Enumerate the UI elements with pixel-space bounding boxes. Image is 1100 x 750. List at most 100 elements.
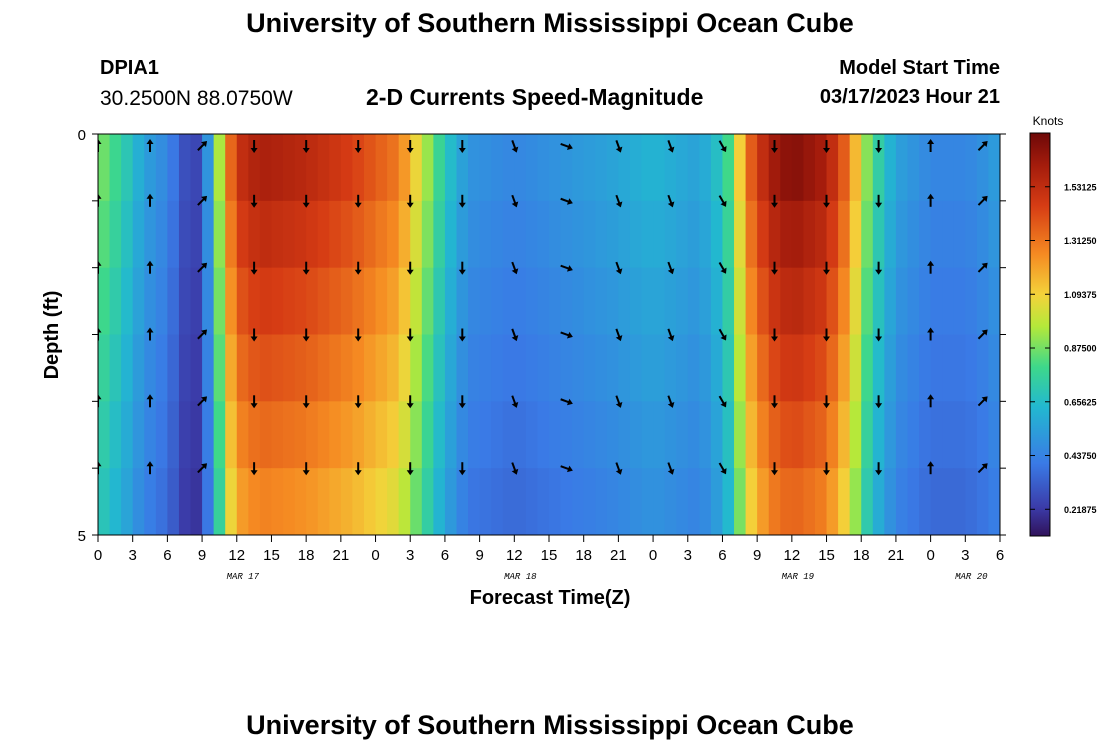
heatmap-cell [190, 334, 203, 402]
heatmap-cell [838, 200, 851, 269]
heatmap-cell [479, 468, 492, 535]
x-tick-label: 12 [506, 547, 523, 564]
current-arrow [197, 396, 208, 407]
heatmap-cell [491, 200, 504, 269]
heatmap-cell [653, 468, 666, 535]
heatmap-cell [421, 134, 434, 202]
heatmap-cell [757, 134, 770, 202]
heatmap-cell [618, 267, 631, 336]
heatmap-cell [826, 200, 839, 269]
heatmap-cell [907, 200, 920, 269]
x-tick-label: 3 [961, 547, 969, 564]
heatmap-cell [549, 134, 562, 202]
current-arrow [615, 140, 623, 153]
heatmap-cell [121, 401, 134, 469]
heatmap-cell [664, 468, 677, 535]
heatmap-cell [363, 267, 377, 336]
heatmap-cell [942, 468, 955, 535]
heatmap-cell [421, 401, 434, 469]
heatmap-cell [514, 200, 527, 269]
current-arrow [560, 264, 573, 272]
current-arrow [250, 395, 258, 409]
x-tick-label: 6 [163, 547, 171, 564]
heatmap-cell [398, 200, 411, 269]
heatmap-cell [976, 401, 990, 469]
current-arrow [823, 194, 830, 208]
heatmap-cell [791, 267, 805, 336]
current-arrow [823, 140, 830, 153]
heatmap-cell [745, 468, 758, 535]
heatmap-cell [410, 468, 423, 535]
heatmap-cell [283, 134, 296, 202]
heatmap-cell [780, 200, 793, 269]
heatmap-cell [895, 134, 909, 202]
heatmap-cell [814, 468, 828, 535]
heatmap-cell [757, 401, 770, 469]
heatmap-cell [398, 334, 411, 402]
heatmap-cell [248, 334, 261, 402]
current-arrow [875, 395, 883, 409]
heatmap-cell [155, 401, 168, 469]
heatmap-cell [780, 401, 793, 469]
heatmap-cell [653, 267, 666, 336]
heatmap-cell [283, 468, 296, 535]
heatmap-cell [421, 267, 434, 336]
heatmap-cell [294, 200, 307, 269]
heatmap-cell [502, 267, 515, 336]
heatmap-cell [433, 200, 446, 269]
current-arrow [146, 193, 154, 207]
heatmap-cell [155, 468, 168, 535]
heatmap-cell [144, 401, 157, 469]
heatmap-cell [236, 401, 249, 469]
heatmap-cell [514, 468, 527, 535]
colorbar-tick-label: 0.87500 [1064, 344, 1097, 354]
heatmap-cell [664, 267, 677, 336]
current-arrow [718, 262, 727, 274]
current-arrow [718, 462, 727, 475]
current-arrow [823, 395, 830, 409]
current-arrow [977, 262, 988, 273]
heatmap-cell [340, 401, 354, 469]
heatmap-cell [734, 401, 747, 469]
heatmap-cell [479, 200, 492, 269]
heatmap-cell [433, 468, 446, 535]
heatmap-cell [248, 267, 261, 336]
heatmap-cell [965, 200, 978, 269]
current-arrow [718, 195, 727, 207]
heatmap-cell [387, 267, 400, 336]
heatmap-cell [248, 134, 261, 202]
heatmap-cell [121, 468, 134, 535]
heatmap-cell [317, 267, 330, 336]
x-tick-label: 15 [541, 547, 558, 564]
heatmap-cell [306, 334, 319, 402]
heatmap-cell [930, 134, 943, 202]
heatmap-cell [537, 267, 550, 336]
heatmap-cell [930, 200, 943, 269]
heatmap-cell [814, 267, 828, 336]
heatmap-cell [271, 401, 284, 469]
heatmap-cell [907, 134, 920, 202]
heatmap-cell [121, 134, 134, 202]
current-arrow [667, 328, 675, 342]
heatmap-cell [745, 134, 758, 202]
heatmap-cell [572, 200, 585, 269]
heatmap-cell [872, 401, 885, 469]
heatmap-cell [872, 468, 885, 535]
current-arrow [354, 140, 362, 153]
heatmap-cell [791, 468, 805, 535]
heatmap-cell [606, 334, 619, 402]
heatmap-cell [861, 134, 874, 202]
heatmap-cell [375, 334, 388, 402]
current-arrow [250, 261, 258, 275]
current-arrow [458, 328, 466, 342]
current-arrow [667, 140, 675, 153]
heatmap-cell [722, 200, 735, 269]
heatmap-cell [976, 334, 990, 402]
heatmap-cell [687, 334, 700, 402]
heatmap-cell [595, 401, 608, 469]
current-arrow [406, 194, 414, 208]
heatmap-cell [456, 468, 469, 535]
station-id: DPIA1 [100, 57, 159, 79]
heatmap-cell [687, 134, 700, 202]
heatmap-cell [236, 334, 249, 402]
